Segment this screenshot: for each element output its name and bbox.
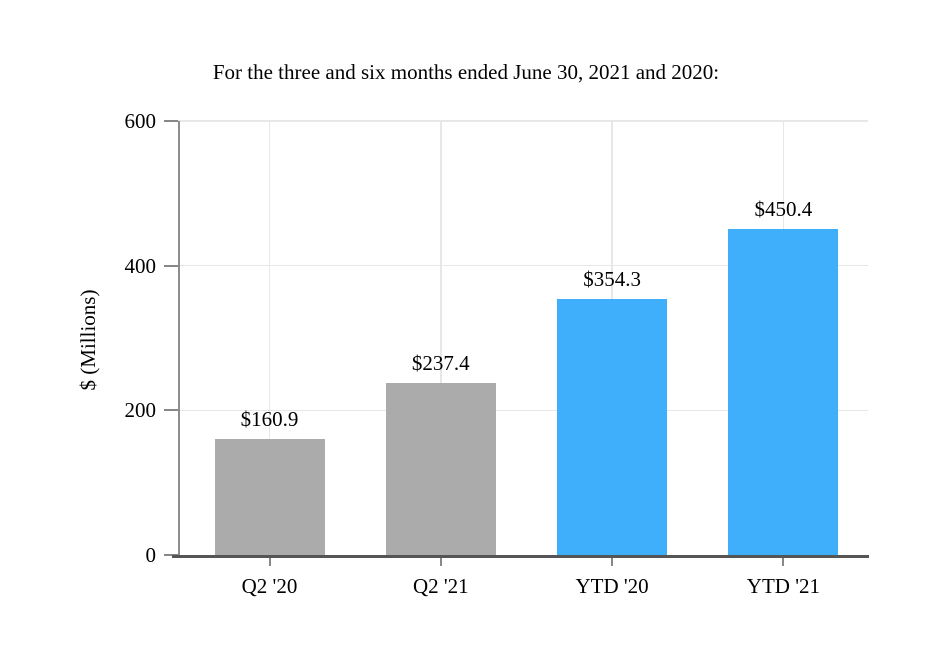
y-tick-label: 200 xyxy=(124,398,157,423)
x-tick-mark xyxy=(268,557,271,566)
bar-ytd-21 xyxy=(728,229,839,555)
y-tick-mark xyxy=(164,120,178,122)
y-tick-mark xyxy=(164,264,178,267)
bar-q2-21 xyxy=(385,383,496,555)
gridline-horizontal xyxy=(178,264,868,267)
gridline-horizontal xyxy=(178,409,868,412)
x-axis-line xyxy=(172,555,869,558)
bar-value-label: $450.4 xyxy=(754,197,813,222)
bar-ytd-20 xyxy=(557,298,668,555)
x-tick-mark xyxy=(439,557,442,566)
y-tick-mark xyxy=(164,409,178,412)
gridline-vertical xyxy=(268,121,271,555)
y-tick-label: 400 xyxy=(124,253,157,278)
x-tick-label: YTD '20 xyxy=(575,574,649,598)
y-tick-mark xyxy=(164,554,178,556)
x-tick-label: YTD '21 xyxy=(746,574,820,598)
x-tick-label: Q2 '20 xyxy=(241,574,298,598)
chart-title: For the three and six months ended June … xyxy=(212,60,720,84)
y-tick-label: 0 xyxy=(145,543,157,567)
x-tick-mark xyxy=(611,557,614,566)
gridline-horizontal xyxy=(178,120,868,122)
y-axis-line xyxy=(178,121,180,555)
bar-q2-20 xyxy=(214,438,325,555)
gridline-vertical xyxy=(440,121,442,555)
bar-value-label: $354.3 xyxy=(583,266,641,291)
x-tick-mark xyxy=(782,557,785,566)
bar-value-label: $160.9 xyxy=(240,406,299,431)
y-tick-label: 600 xyxy=(124,109,157,133)
bar-value-label: $237.4 xyxy=(411,351,470,376)
x-tick-label: Q2 '21 xyxy=(412,574,469,598)
